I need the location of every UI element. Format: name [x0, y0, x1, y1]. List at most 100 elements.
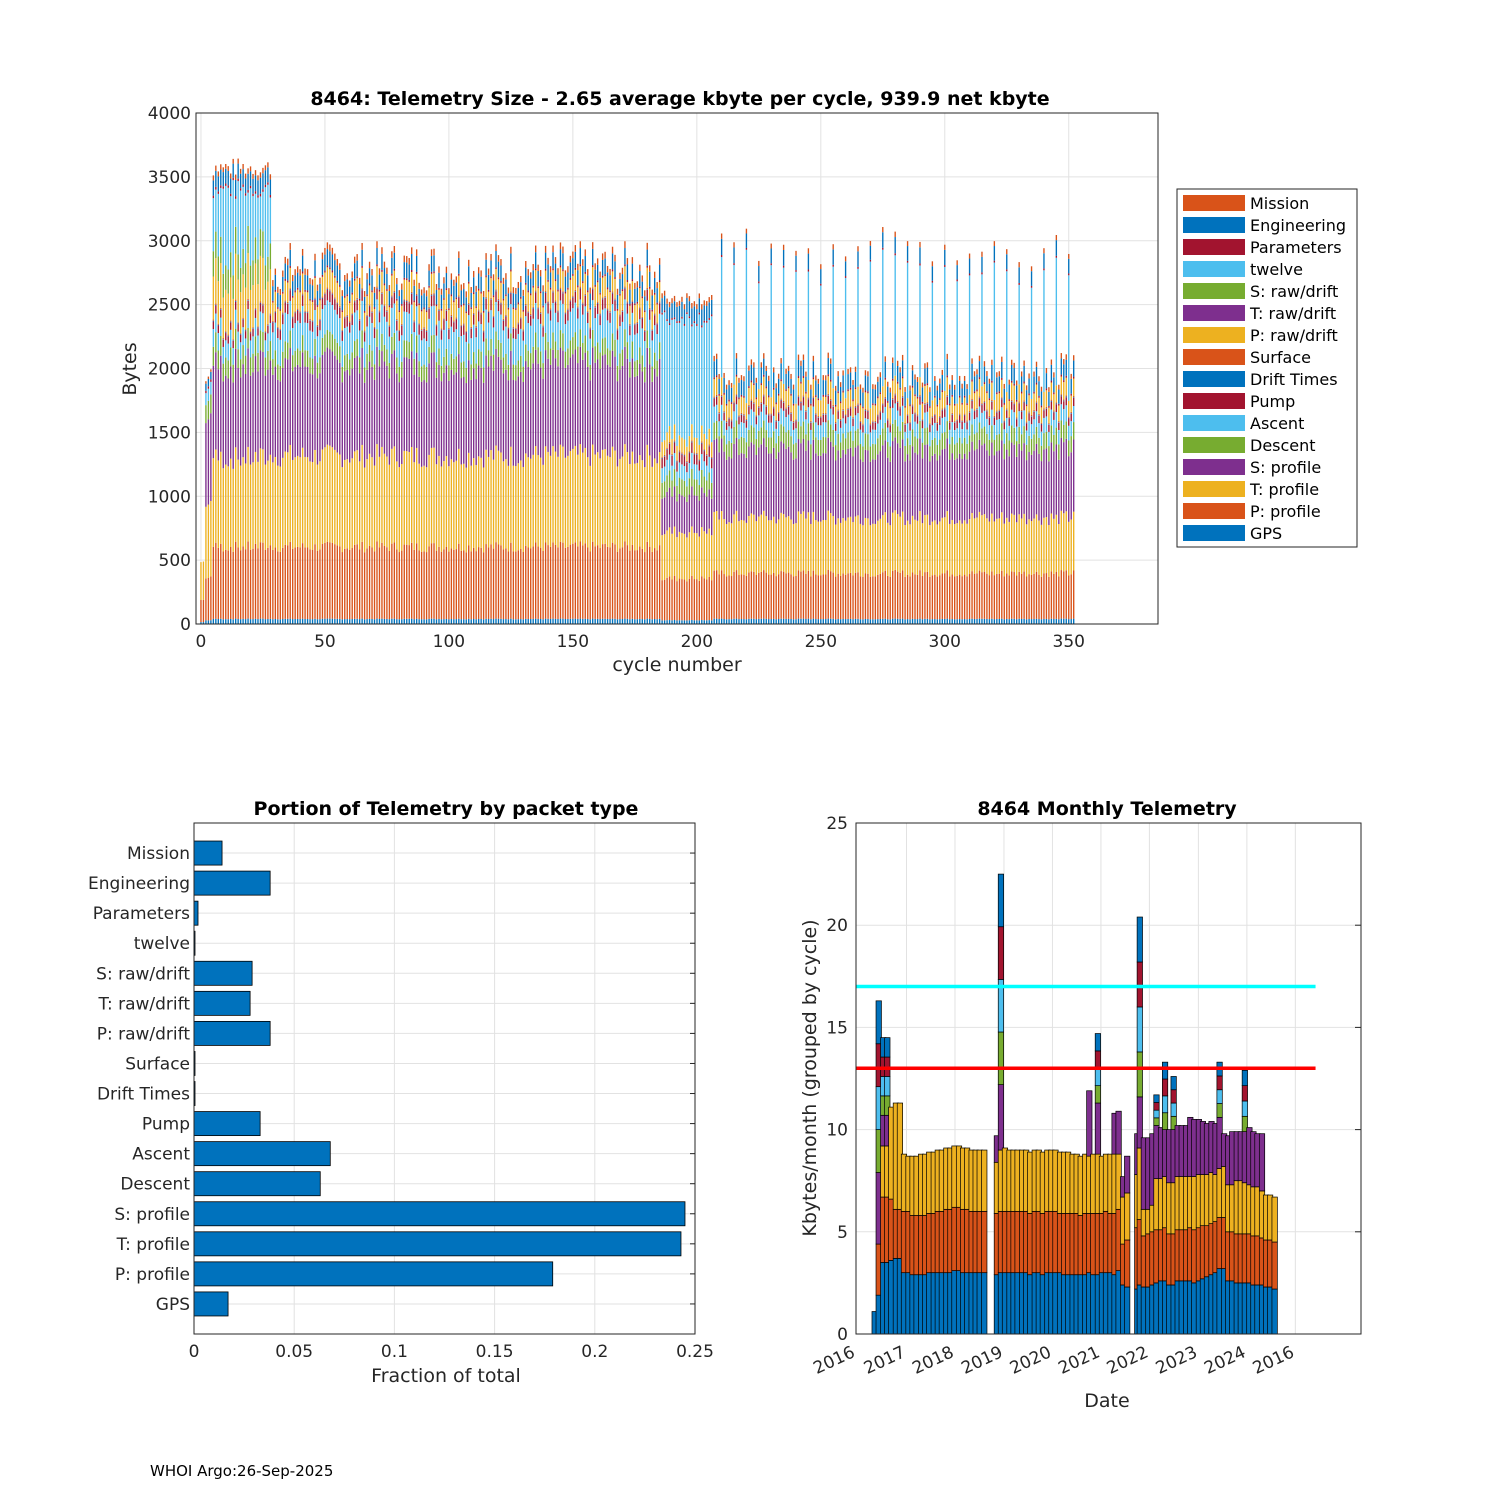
bar-segment-mission — [381, 247, 383, 254]
bar-segment-gps — [988, 619, 991, 624]
bar-segment-s-profile — [544, 350, 547, 447]
bar-segment-drift-times — [892, 399, 894, 400]
bar-segment-drift-times — [743, 415, 745, 416]
bar-segment-s-profile — [631, 358, 634, 452]
bar-segment-p-raw-drift — [304, 291, 306, 311]
bar-segment-p-profile — [477, 547, 480, 619]
bar-segment-engineering — [215, 170, 217, 187]
bar-segment-descent — [381, 333, 383, 352]
bar-segment-descent — [1018, 426, 1020, 444]
bar-segment-engineering — [609, 275, 611, 291]
bar-segment-descent — [554, 341, 557, 359]
bar-segment-surface — [698, 459, 700, 461]
bar-segment-pump — [988, 417, 991, 426]
bar-segment-p-raw-drift — [748, 388, 750, 405]
bar-segment-p-raw-drift — [572, 275, 574, 296]
cycle-bar — [1043, 248, 1045, 624]
bar-segment-t-profile — [787, 516, 790, 573]
bar-segment-p-profile — [611, 542, 614, 619]
bar-segment-ascent — [453, 332, 455, 359]
bar-segment-t-profile — [356, 450, 358, 545]
bar-segment-engineering — [1003, 388, 1005, 404]
bar-segment-pump — [440, 330, 443, 340]
bar-segment-t-profile — [859, 523, 862, 577]
bar-segment-t-profile — [1038, 520, 1040, 575]
cycle-bar — [549, 266, 552, 624]
bar-segment-twelve — [676, 322, 678, 447]
bar-segment-gps — [552, 618, 554, 624]
bar-segment-gps — [1050, 618, 1053, 624]
bar-segment-ascent — [356, 310, 358, 340]
bar-segment-surface — [656, 322, 658, 324]
bar-segment-p-raw-drift — [825, 396, 827, 414]
bar-segment-p-raw-drift — [862, 408, 864, 424]
bar-segment-mission — [777, 373, 780, 379]
bar-segment-surface — [753, 402, 755, 404]
bar-segment-t-profile — [1045, 517, 1048, 574]
cycle-bar — [321, 252, 324, 624]
bar-segment-parameters — [406, 278, 408, 281]
bar-segment-pump — [254, 310, 257, 318]
cycle-bar — [822, 375, 824, 624]
bar-segment-mission — [1006, 249, 1008, 255]
bar-segment-twelve — [869, 261, 872, 409]
cycle-bar — [678, 300, 681, 624]
cycle-bar — [683, 304, 686, 624]
bar-segment-t-profile — [810, 523, 812, 577]
bar-segment-engineering — [889, 392, 891, 407]
bar-segment-descent — [549, 348, 552, 365]
bar-segment-descent — [557, 349, 559, 367]
bar-segment-ascent — [683, 465, 686, 481]
bar-segment-ascent — [765, 414, 767, 431]
bar-segment-engineering — [976, 374, 978, 390]
bar-segment-parameters — [656, 302, 658, 305]
bar-segment-parameters — [368, 283, 371, 286]
bar-segment-descent — [371, 350, 373, 367]
bar-segment-ascent — [564, 324, 567, 352]
bar-segment-descent — [800, 426, 802, 444]
bar-segment-s-profile — [946, 438, 948, 512]
bar-segment-engineering — [574, 251, 577, 268]
bar-segment-engineering — [475, 291, 477, 307]
bar-segment-surface — [468, 302, 470, 305]
bar-segment-drift-times — [1030, 416, 1033, 417]
bar-segment-descent — [609, 350, 611, 367]
bar-segment-drift-times — [1055, 403, 1058, 405]
bar-segment-pump — [453, 322, 455, 333]
bar-segment-gps — [368, 618, 371, 624]
bar-segment-ascent — [1038, 423, 1040, 438]
bar-segment-pump — [527, 313, 529, 324]
bar-segment-engineering — [854, 371, 857, 388]
bar-segment-surface — [324, 292, 326, 294]
cycle-bar — [901, 354, 904, 624]
bar-segment-engineering — [795, 255, 797, 271]
bar-segment-p-raw-drift — [368, 285, 371, 305]
bar-segment-surface — [996, 410, 998, 412]
bar-segment-t-profile — [698, 536, 700, 581]
bar-segment-surface — [998, 409, 1001, 411]
bar-segment-parameters — [423, 307, 425, 310]
cycle-bar — [825, 375, 827, 624]
bar-segment-mission — [663, 290, 666, 296]
bar-segment-ascent — [795, 428, 797, 443]
bar-segment-surface — [460, 324, 462, 326]
bar-segment-t-profile — [230, 458, 232, 547]
bar-segment-parameters — [934, 395, 936, 398]
bar-segment-descent — [817, 439, 820, 456]
bar-segment-drift-times — [401, 325, 403, 326]
cycle-bar — [512, 287, 515, 624]
bar-segment-s-profile — [596, 359, 599, 453]
bar-segment-p-raw-drift — [991, 382, 993, 400]
cycle-bar — [802, 354, 805, 624]
bar-segment-engineering — [373, 292, 376, 308]
bar-segment-engineering — [368, 268, 371, 284]
bar-segment-s-profile — [688, 494, 691, 533]
bar-segment-engineering — [745, 233, 748, 248]
bar-segment-t-profile — [344, 459, 346, 549]
bar-segment-pump — [1011, 401, 1013, 410]
bar-segment-s-profile — [981, 445, 983, 516]
bar-segment-pump — [463, 325, 465, 335]
cycle-bar — [921, 382, 924, 624]
bar-segment-parameters — [663, 310, 666, 313]
bar-segment-p-profile — [599, 548, 601, 620]
